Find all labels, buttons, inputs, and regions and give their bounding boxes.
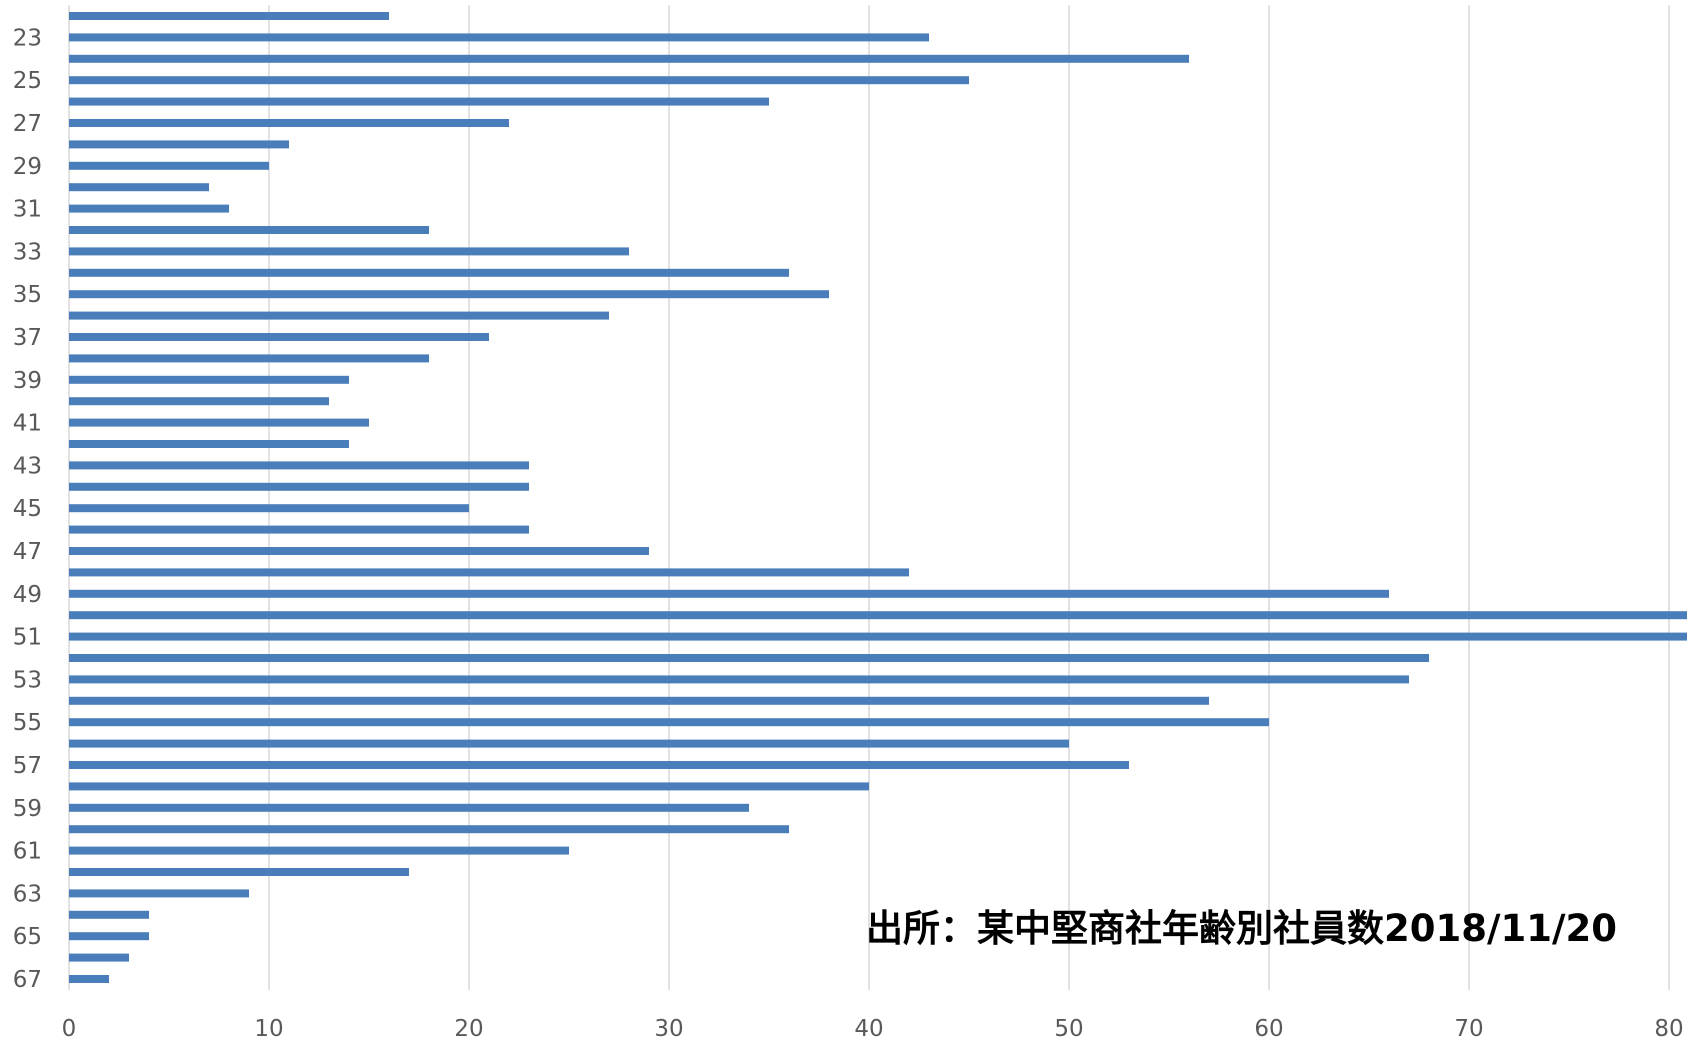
x-tick-label: 40 [854, 1016, 883, 1041]
bar-age-44 [69, 482, 529, 491]
bar-age-57 [69, 761, 1129, 769]
bar-age-42 [69, 440, 349, 448]
bar-age-35 [69, 290, 829, 299]
bar-age-60 [69, 825, 789, 834]
bar-age-65 [69, 932, 149, 941]
bar-age-36 [69, 311, 609, 320]
bar-age-24 [69, 54, 1189, 63]
y-tick-label: 63 [13, 881, 42, 907]
x-axis-labels: 0 10 20 30 40 50 60 70 80 [62, 1016, 1684, 1041]
bar-age-23 [69, 33, 929, 42]
bar-age-33 [69, 247, 629, 256]
bars [69, 12, 1687, 983]
bar-age-34 [69, 268, 789, 277]
bar-age-58 [69, 782, 869, 791]
bar-age-31 [69, 204, 229, 213]
bar-age-41 [69, 418, 369, 427]
y-tick-label: 55 [13, 710, 42, 736]
bar-age-25 [69, 76, 969, 85]
bar-age-59 [69, 803, 749, 812]
y-tick-label: 67 [13, 967, 42, 993]
y-tick-label: 49 [13, 582, 42, 608]
bar-age-51 [69, 632, 1687, 641]
x-tick-label: 80 [1654, 1016, 1683, 1041]
x-tick-label: 0 [62, 1016, 77, 1041]
y-tick-label: 41 [13, 411, 42, 437]
bar-age-46 [69, 525, 529, 534]
x-tick-label: 10 [254, 1016, 283, 1041]
y-tick-label: 51 [13, 625, 42, 651]
bar-age-66 [69, 953, 129, 962]
x-tick-label: 20 [454, 1016, 483, 1041]
bar-age-30 [69, 183, 209, 192]
bar-age-63 [69, 889, 249, 898]
bar-age-48 [69, 568, 909, 577]
y-tick-label: 29 [13, 154, 42, 180]
bar-age-40 [69, 397, 329, 406]
bar-age-54 [69, 696, 1209, 705]
bar-age-26 [69, 97, 769, 106]
y-tick-label: 35 [13, 282, 42, 308]
y-tick-label: 59 [13, 796, 42, 822]
x-tick-label: 70 [1454, 1016, 1483, 1041]
source-annotation: 出所：某中堅商社年齢別社員数2018/11/20 [866, 907, 1617, 950]
bar-age-37 [69, 333, 489, 341]
y-tick-label: 47 [13, 539, 42, 565]
y-tick-label: 43 [13, 453, 42, 479]
bar-age-27 [69, 119, 509, 127]
bar-age-64 [69, 910, 149, 919]
bar-age-49 [69, 589, 1389, 598]
y-tick-label: 27 [13, 111, 42, 137]
bar-age-43 [69, 461, 529, 470]
y-tick-label: 31 [13, 197, 42, 223]
x-tick-label: 50 [1054, 1016, 1083, 1041]
bar-age-45 [69, 504, 469, 513]
y-tick-label: 61 [13, 839, 42, 865]
bar-age-28 [69, 140, 289, 149]
bar-age-55 [69, 718, 1269, 727]
y-tick-label: 33 [13, 239, 42, 265]
bar-age-22 [69, 12, 389, 20]
bar-age-39 [69, 375, 349, 384]
bar-age-50 [69, 611, 1687, 620]
y-tick-label: 65 [13, 924, 42, 950]
gridlines [68, 5, 1670, 990]
bar-age-47 [69, 547, 649, 555]
bar-age-32 [69, 226, 429, 234]
y-tick-label: 53 [13, 667, 42, 693]
bar-age-29 [69, 161, 269, 170]
bar-age-62 [69, 868, 409, 876]
y-tick-label: 39 [13, 368, 42, 394]
y-tick-label: 57 [13, 753, 42, 779]
bar-age-52 [69, 654, 1429, 662]
bar-age-56 [69, 739, 1069, 748]
x-tick-label: 30 [654, 1016, 683, 1041]
y-tick-label: 25 [13, 68, 42, 94]
y-tick-label: 23 [13, 25, 42, 51]
x-tick-label: 60 [1254, 1016, 1283, 1041]
y-tick-label: 45 [13, 496, 42, 522]
bar-age-38 [69, 354, 429, 363]
bar-age-61 [69, 846, 569, 855]
y-axis-labels: 23 25 27 29 31 33 35 37 39 41 43 45 47 49 51 53 55 57 59 61… [13, 25, 42, 993]
y-tick-label: 37 [13, 325, 42, 351]
bar-age-53 [69, 675, 1409, 684]
bar-age-67 [69, 975, 109, 983]
